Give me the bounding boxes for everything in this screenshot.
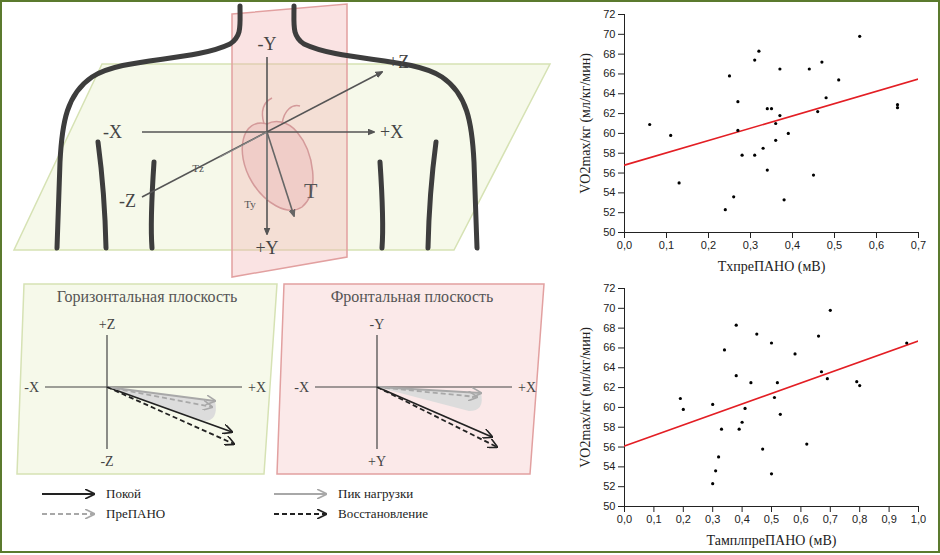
svg-text:-Y: -Y [258, 34, 277, 54]
svg-text:70: 70 [603, 28, 615, 40]
svg-text:64: 64 [603, 361, 615, 373]
svg-text:0,0: 0,0 [617, 239, 632, 251]
svg-text:-Z: -Z [100, 454, 113, 469]
svg-text:0,2: 0,2 [676, 513, 691, 525]
svg-text:64: 64 [603, 87, 615, 99]
svg-text:-X: -X [24, 380, 39, 395]
svg-text:0,7: 0,7 [823, 513, 838, 525]
svg-text:Ty: Ty [244, 198, 256, 210]
svg-text:-X: -X [294, 380, 309, 395]
svg-text:Покой: Покой [106, 486, 141, 501]
svg-text:0,6: 0,6 [793, 513, 808, 525]
svg-text:Горизонтальная плоскость: Горизонтальная плоскость [57, 288, 238, 306]
svg-text:66: 66 [603, 67, 615, 79]
svg-text:+Z: +Z [388, 52, 409, 72]
svg-text:1,0: 1,0 [911, 513, 926, 525]
svg-text:54: 54 [603, 460, 615, 472]
svg-text:72: 72 [603, 282, 615, 294]
svg-text:-X: -X [103, 122, 122, 142]
svg-text:58: 58 [603, 421, 615, 433]
svg-text:-Y: -Y [370, 317, 385, 332]
svg-text:0,4: 0,4 [785, 239, 800, 251]
svg-text:+Z: +Z [99, 317, 115, 332]
svg-text:56: 56 [603, 167, 615, 179]
svg-text:70: 70 [603, 302, 615, 314]
svg-text:0,5: 0,5 [764, 513, 779, 525]
svg-text:+X: +X [518, 380, 536, 395]
svg-text:Tz: Tz [192, 162, 204, 174]
svg-text:54: 54 [603, 186, 615, 198]
svg-text:58: 58 [603, 147, 615, 159]
svg-text:60: 60 [603, 401, 615, 413]
svg-text:66: 66 [603, 341, 615, 353]
svg-text:60: 60 [603, 127, 615, 139]
svg-text:62: 62 [603, 107, 615, 119]
svg-text:0,2: 0,2 [701, 239, 716, 251]
svg-text:Фронтальная плоскость: Фронтальная плоскость [331, 288, 494, 306]
svg-text:+X: +X [248, 380, 266, 395]
svg-text:0,3: 0,3 [705, 513, 720, 525]
svg-text:VO2max/кг (мл/кг/мин): VO2max/кг (мл/кг/мин) [578, 327, 594, 468]
svg-text:VO2max/кг (мл/кг/мин): VO2max/кг (мл/кг/мин) [578, 53, 594, 194]
svg-text:0,4: 0,4 [734, 513, 749, 525]
svg-text:+X: +X [380, 122, 403, 142]
svg-text:0,8: 0,8 [852, 513, 867, 525]
svg-text:50: 50 [603, 226, 615, 238]
svg-text:ТамплпреПАНО (мВ): ТамплпреПАНО (мВ) [707, 533, 837, 549]
svg-text:-Z: -Z [119, 191, 136, 211]
svg-text:56: 56 [603, 441, 615, 453]
svg-text:Пик нагрузки: Пик нагрузки [338, 486, 413, 501]
svg-text:68: 68 [603, 48, 615, 60]
svg-text:0,5: 0,5 [827, 239, 842, 251]
svg-text:68: 68 [603, 322, 615, 334]
svg-text:52: 52 [603, 480, 615, 492]
svg-text:Восстановление: Восстановление [338, 506, 428, 521]
svg-text:0,0: 0,0 [617, 513, 632, 525]
svg-text:+Y: +Y [368, 454, 386, 469]
svg-text:TxпреПАНО (мВ): TxпреПАНО (мВ) [718, 259, 826, 275]
svg-text:50: 50 [603, 500, 615, 512]
svg-text:0,1: 0,1 [646, 513, 661, 525]
svg-text:+Y: +Y [255, 238, 278, 258]
svg-text:0,9: 0,9 [881, 513, 896, 525]
svg-text:0,3: 0,3 [743, 239, 758, 251]
svg-text:ПреПАНО: ПреПАНО [106, 506, 165, 521]
svg-text:72: 72 [603, 8, 615, 20]
svg-text:0,6: 0,6 [869, 239, 884, 251]
svg-text:0,1: 0,1 [659, 239, 674, 251]
svg-text:T: T [304, 178, 318, 203]
svg-text:52: 52 [603, 206, 615, 218]
svg-text:0,7: 0,7 [911, 239, 926, 251]
svg-text:62: 62 [603, 381, 615, 393]
